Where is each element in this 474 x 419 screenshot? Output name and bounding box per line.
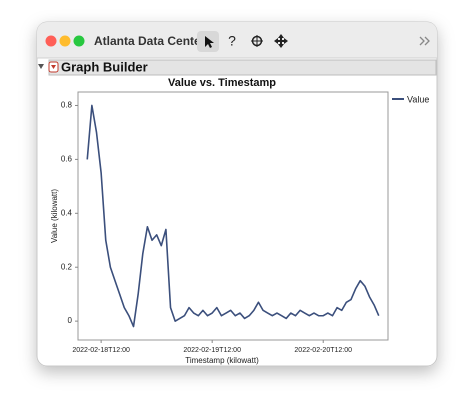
legend-label: Value xyxy=(407,94,429,104)
y-tick-label: 0.8 xyxy=(61,101,73,110)
y-tick-label: 0.6 xyxy=(61,155,73,164)
minimize-button[interactable] xyxy=(59,35,71,47)
chart-title: Value vs. Timestamp xyxy=(168,77,276,89)
x-tick-label: 2022-02-20T12:00 xyxy=(294,347,352,354)
zoom-button[interactable] xyxy=(73,35,85,47)
grabber-tool[interactable] xyxy=(251,35,263,47)
move-tool[interactable] xyxy=(274,34,288,48)
window-title: Atlanta Data Cente… xyxy=(94,34,213,48)
data-line xyxy=(86,104,380,328)
y-tick-label: 0.4 xyxy=(61,208,73,217)
y-tick-label: 0 xyxy=(68,316,73,325)
plot-frame xyxy=(77,91,389,341)
red-triangle-icon xyxy=(51,65,56,69)
x-axis-label: Timestamp (kilowatt) xyxy=(185,356,259,365)
y-tick-label: 0.2 xyxy=(61,262,73,271)
disclosure-triangle[interactable] xyxy=(38,64,44,69)
x-tick-label: 2022-02-18T12:00 xyxy=(72,347,130,354)
title-bar xyxy=(37,22,437,58)
y-axis-label: Value (kilowatt) xyxy=(50,189,59,243)
arrow-icon xyxy=(205,36,214,48)
close-button[interactable] xyxy=(45,35,57,47)
overflow-chevron[interactable] xyxy=(419,36,430,46)
panel-title: Graph Builder xyxy=(61,59,148,74)
x-tick-label: 2022-02-19T12:00 xyxy=(183,347,241,354)
help-tool[interactable]: ? xyxy=(228,33,236,49)
